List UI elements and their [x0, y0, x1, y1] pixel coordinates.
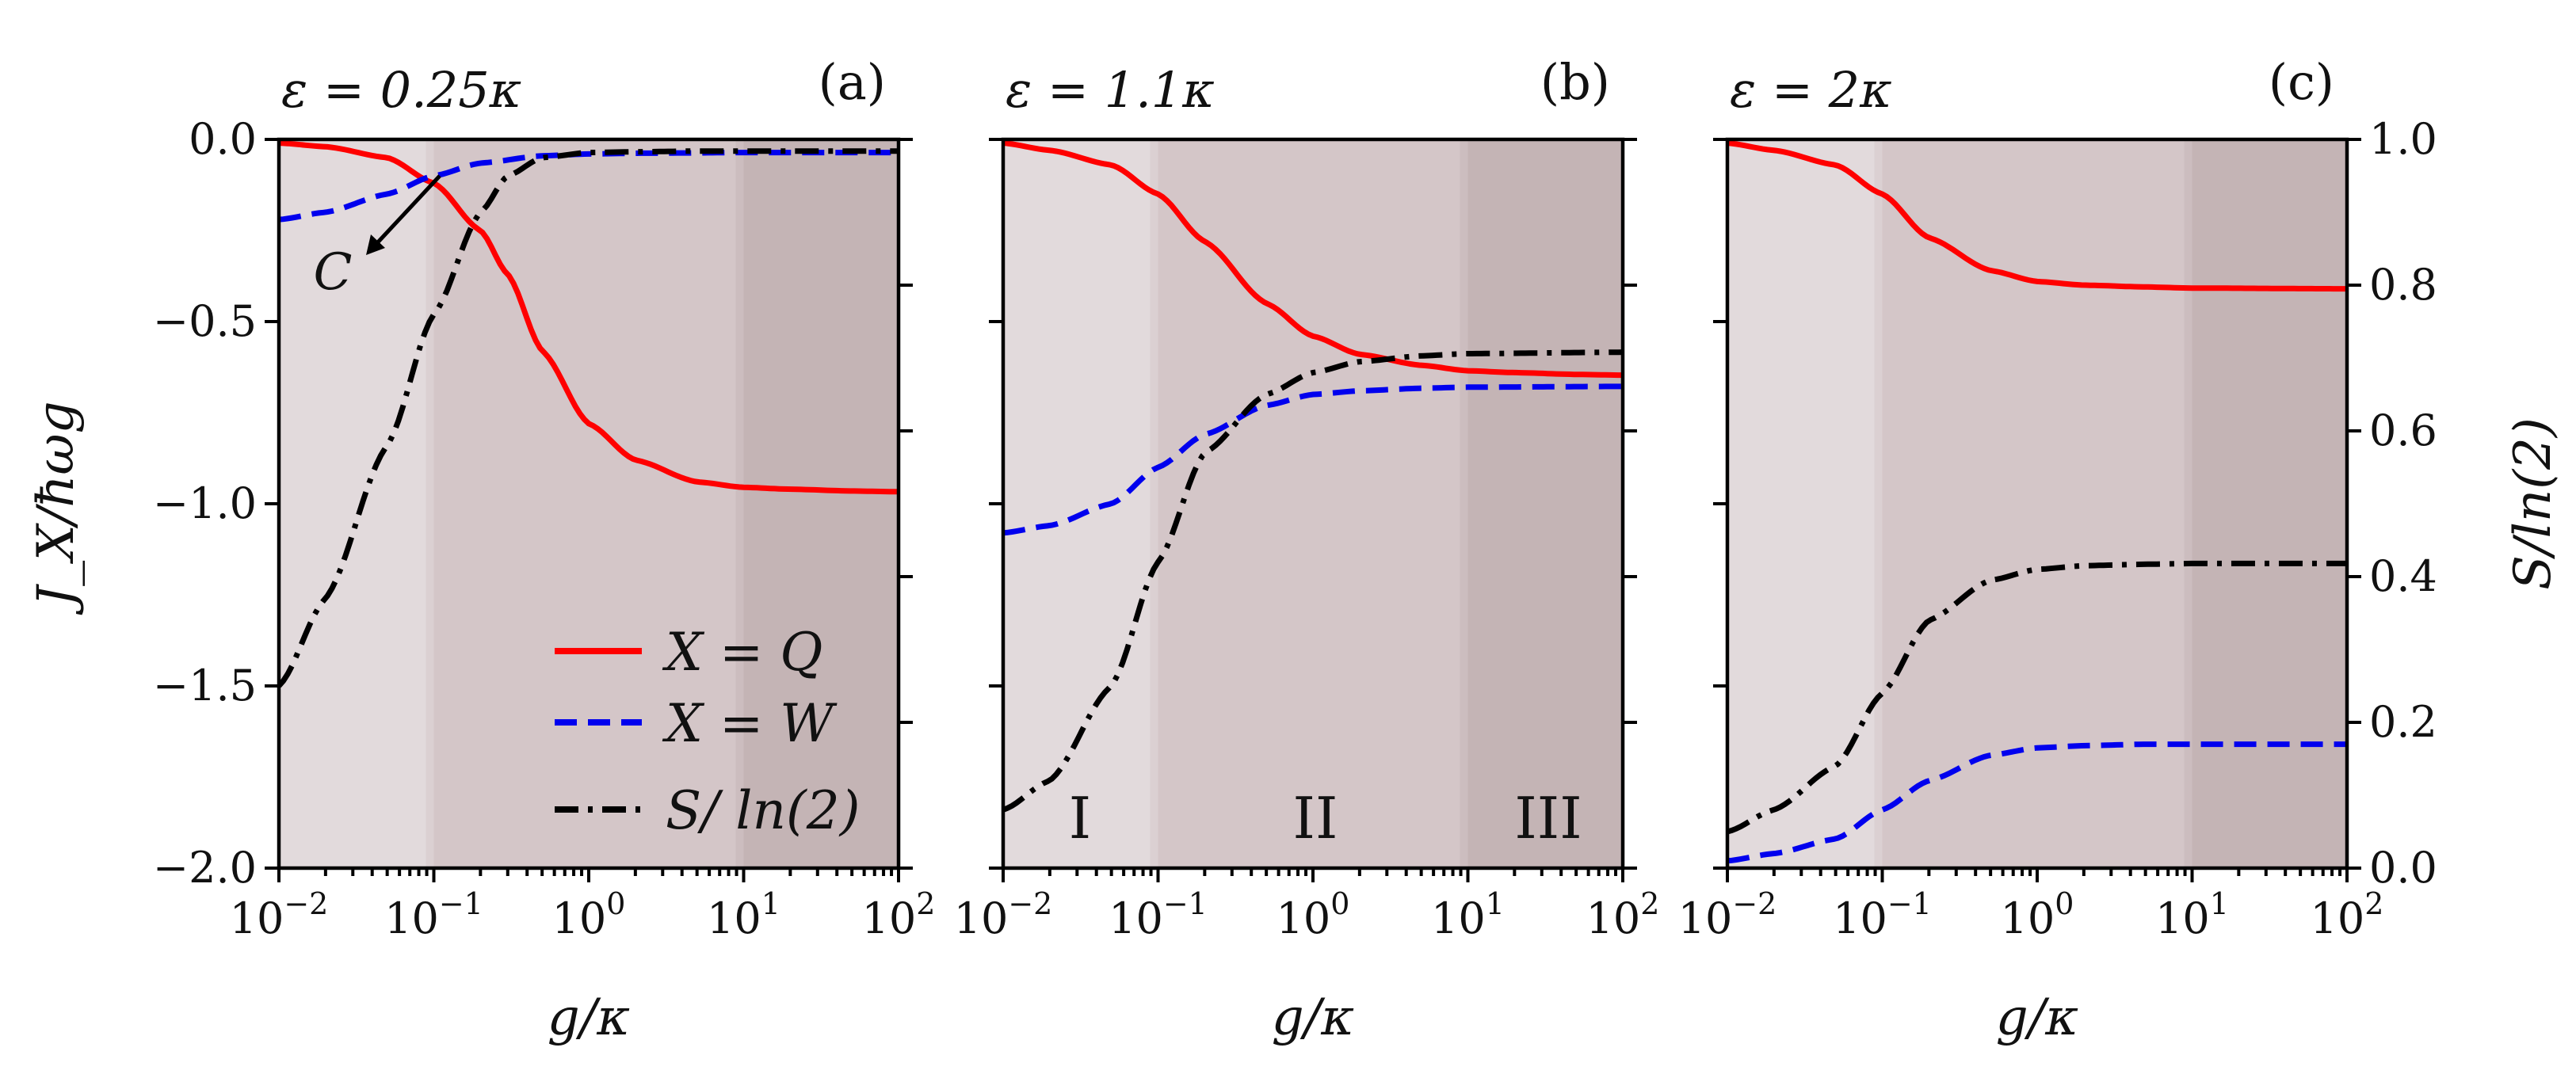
region-label-III: III — [1514, 785, 1582, 851]
series-x-w-line — [1727, 741, 2347, 864]
series-x-q-line — [279, 140, 899, 495]
y-axis-right-label: S/ln(2) — [2504, 417, 2563, 590]
panel-b-title: ε = 1.1κ — [1006, 61, 1215, 119]
panel-a-title: ε = 0.25κ — [281, 61, 521, 119]
x-tick-label: 10−2 — [230, 886, 329, 943]
panel-a: 10−2 10−1 100 101 102 0.0 −0.5 −1.0 −1.5 −2.0 — [153, 114, 936, 943]
y-right-tick-label: 0.2 — [2369, 697, 2437, 747]
x-tick-label: 100 — [1277, 886, 1350, 943]
region-transition — [1460, 139, 1476, 868]
annotation-arrow-shaft — [373, 174, 441, 247]
region-III-shade — [1467, 139, 1623, 868]
region-II-shade — [433, 139, 744, 868]
x-axis-label-b: g/κ — [1272, 988, 1355, 1047]
series-x-w-line — [1003, 383, 1623, 536]
panel-a-label: (a) — [819, 53, 886, 111]
x-tick-label: 10−1 — [384, 886, 483, 943]
region-I-shade — [279, 139, 434, 868]
legend-label-W: X = W — [662, 693, 838, 754]
legend: X = Q X = W S/ ln(2) — [555, 622, 861, 841]
region-transition — [1150, 139, 1166, 868]
y-left-tick-label: −0.5 — [153, 296, 257, 346]
y-left-tick-label: 0.0 — [189, 114, 257, 164]
region-label-II: II — [1293, 785, 1338, 851]
series-x-q-line — [1003, 140, 1623, 379]
y-left-tick-label: −2.0 — [153, 843, 257, 893]
x-tick-label: 10−1 — [1833, 886, 1932, 943]
x-tick-label: 102 — [862, 886, 936, 943]
series-x-w-line — [279, 150, 899, 223]
y-right-tick-label: 1.0 — [2369, 114, 2437, 164]
panel-c-title: ε = 2κ — [1730, 61, 1892, 119]
y-axis-left-label: J_X/ħωg — [27, 401, 86, 615]
x-tick-label: 102 — [2311, 886, 2384, 943]
annotation-C: C — [314, 243, 353, 302]
y-left-tick-label: −1.5 — [153, 661, 257, 710]
region-II-shade — [1882, 139, 2192, 868]
region-I-shade — [1003, 139, 1158, 868]
x-tick-label: 101 — [707, 886, 780, 943]
series-s-ln-2--line — [1727, 560, 2347, 835]
region-transition — [426, 139, 442, 868]
x-tick-label: 100 — [552, 886, 626, 943]
legend-label-S: S/ ln(2) — [666, 780, 861, 841]
region-II-shade — [1158, 139, 1468, 868]
region-transition — [2184, 139, 2200, 868]
y-left-tick-label: −1.0 — [153, 478, 257, 528]
region-transition — [1874, 139, 1891, 868]
panel-c: 10−2 10−1 100 101 102 1.0 0.8 0.6 0.4 0.2 0.0 — [1678, 114, 2437, 943]
region-I-shade — [1727, 139, 1883, 868]
y-right-tick-label: 0.8 — [2369, 260, 2437, 310]
panels: 10−2 10−1 100 101 1020.0−0.5−1.0−1.5−2.010−2… — [153, 114, 2437, 943]
x-tick-label: 10−2 — [1678, 886, 1777, 943]
region-transition — [735, 139, 752, 868]
y-right-tick-label: 0.6 — [2369, 406, 2437, 455]
x-axis-label-a: g/κ — [548, 988, 631, 1047]
y-right-tick-label: 0.4 — [2369, 551, 2437, 601]
y-right-tick-label: 0.0 — [2369, 843, 2437, 893]
region-III-shade — [2192, 139, 2347, 868]
region-label-I: I — [1069, 785, 1091, 851]
panel-b-label: (b) — [1540, 53, 1610, 111]
x-tick-label: 101 — [1431, 886, 1505, 943]
x-tick-label: 10−2 — [954, 886, 1053, 943]
panel-c-label: (c) — [2269, 53, 2334, 111]
panel-b: 10−2 10−1 100 101 102 — [954, 137, 1660, 943]
series-s-ln-2--line — [279, 148, 899, 688]
series-s-ln-2--line — [1003, 349, 1623, 813]
x-tick-label: 102 — [1586, 886, 1660, 943]
legend-label-Q: X = Q — [662, 622, 822, 683]
series-x-q-line — [1727, 140, 2347, 292]
x-tick-label: 100 — [2001, 886, 2074, 943]
x-tick-label: 101 — [2155, 886, 2229, 943]
region-III-shade — [743, 139, 899, 868]
x-tick-label: 10−1 — [1109, 886, 1208, 943]
annotation-arrow-head — [366, 234, 385, 255]
x-axis-label-c: g/κ — [1996, 988, 2079, 1047]
